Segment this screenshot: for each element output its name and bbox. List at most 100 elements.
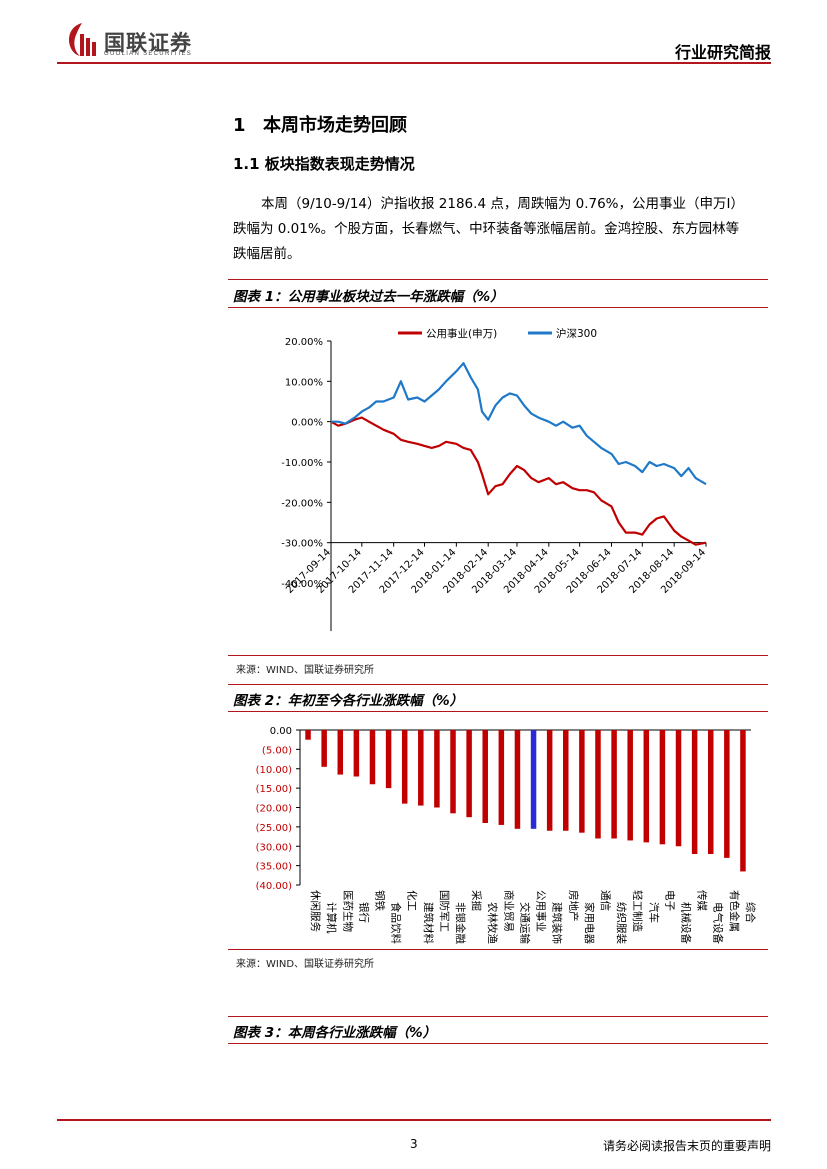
figure1-bottom-rule [228, 655, 768, 656]
y-tick-label: (5.00) [262, 745, 292, 756]
legend-label: 沪深300 [556, 327, 597, 340]
x-category-label: 银行 [357, 902, 370, 923]
x-category-label: 汽车 [647, 902, 660, 923]
legend-label: 公用事业(申万) [426, 327, 497, 340]
x-category-label: 轻工制造 [631, 890, 644, 932]
x-category-label: 钢铁 [373, 890, 386, 911]
header-divider [57, 62, 771, 64]
y-tick-label: (25.00) [256, 823, 293, 834]
bar [627, 730, 633, 841]
x-category-label: 农林牧渔 [486, 902, 499, 944]
figure1-source: 来源：WIND、国联证券研究所 [236, 665, 375, 676]
subsection-heading: 1.1 板块指数表现走势情况 [233, 155, 415, 173]
footer-disclaimer: 请务必阅读报告末页的重要声明 [602, 1139, 771, 1153]
page-number: 3 [410, 1137, 418, 1151]
figure1-title-rule [228, 307, 768, 308]
bar [530, 730, 537, 829]
y-tick-label: (10.00) [256, 765, 293, 776]
paragraph-line: 跌幅为 0.01%。个股方面，长春燃气、中环装备等涨幅居前。金鸿控股、东方园林等 [233, 221, 740, 237]
bar [498, 730, 505, 825]
body-paragraph: 本周（9/10-9/14）沪指收报 2186.4 点，周跌幅为 0.76%，公用… [233, 192, 773, 267]
bar [643, 730, 650, 843]
x-category-label: 商业贸易 [502, 890, 515, 932]
x-category-label: 食品饮料 [390, 902, 403, 944]
section-heading: 1 本周市场走势回顾 [233, 111, 407, 137]
y-tick-label: (15.00) [256, 784, 293, 795]
x-category-label: 有色金属 [728, 890, 741, 932]
x-category-label: 家用电器 [583, 902, 596, 944]
bar [401, 730, 408, 804]
x-category-label: 综合 [744, 902, 757, 923]
figure1-title: 图表 1：公用事业板块过去一年涨跌幅（%） [233, 289, 504, 305]
y-tick-label: -10.00% [281, 458, 323, 469]
bar [418, 730, 424, 806]
paragraph-line: 本周（9/10-9/14）沪指收报 2186.4 点，周跌幅为 0.76%，公用… [261, 196, 744, 212]
x-category-label: 医药生物 [341, 890, 354, 932]
bar [740, 730, 746, 872]
bar [321, 730, 327, 767]
x-category-label: 休闲服务 [309, 890, 322, 932]
logo-wordmark: 国联证券 [104, 31, 192, 55]
x-category-label: 非银金融 [454, 902, 467, 944]
bar [305, 730, 311, 740]
figure3-top-rule [228, 1016, 768, 1017]
y-tick-label: (40.00) [256, 881, 293, 892]
footer-divider [57, 1119, 771, 1121]
y-tick-label: (35.00) [256, 862, 293, 873]
bar [385, 730, 392, 789]
figure2-title: 图表 2：年初至今各行业涨跌幅（%） [233, 693, 464, 709]
y-tick-label: -40.00% [281, 579, 323, 590]
x-category-label: 交通运输 [518, 902, 531, 944]
figure1-top-rule [228, 279, 768, 280]
x-category-label: 房地产 [567, 890, 580, 922]
section-number: 1 [233, 115, 246, 136]
logo-subtitle: GUOLIAN SECURITIES [104, 51, 193, 57]
figure3-title-rule [228, 1043, 768, 1044]
x-category-label: 建筑装饰 [551, 902, 564, 944]
bar [724, 730, 730, 858]
bar [482, 730, 488, 823]
y-tick-label: (20.00) [256, 804, 293, 815]
x-category-label: 采掘 [470, 890, 483, 911]
report-type: 行业研究简报 [674, 43, 771, 62]
paragraph-line: 跌幅居前。 [233, 246, 301, 262]
y-tick-label: 10.00% [285, 377, 323, 388]
x-category-label: 电子 [663, 890, 676, 911]
bar [434, 730, 440, 808]
x-category-label: 建筑材料 [422, 902, 435, 944]
x-category-label: 电气设备 [712, 902, 725, 944]
x-category-label: 通信 [599, 890, 611, 911]
bar [514, 730, 521, 829]
series-line [330, 416, 707, 546]
bar [353, 730, 360, 777]
figure2-bar-chart: 0.00 (5.00) (10.00) (15.00) (20.00) (25.00) (3… [256, 726, 757, 944]
bar [546, 730, 553, 831]
bar [337, 730, 344, 775]
figure2-source: 来源：WIND、国联证券研究所 [236, 959, 375, 970]
bar [369, 730, 376, 785]
bar [675, 730, 682, 847]
y-tick-label: -20.00% [281, 498, 323, 509]
bar [691, 730, 698, 854]
y-tick-label: 0.00% [291, 418, 323, 429]
bar [450, 730, 456, 814]
y-tick-label: 0.00 [270, 726, 292, 737]
figure3-title: 图表 3：本周各行业涨跌幅（%） [233, 1025, 437, 1041]
x-category-label: 公用事业 [535, 890, 548, 932]
x-category-label: 纺织服装 [615, 902, 628, 944]
figure2-top-rule [228, 684, 768, 685]
figure2-title-rule [228, 711, 768, 712]
bar [579, 730, 585, 833]
figure1-line-chart: 20.00% 10.00% 0.00% -10.00% -20.00% -30.00% -4… [281, 327, 708, 631]
series-line [331, 362, 707, 486]
x-category-label: 国防军工 [438, 890, 451, 932]
x-category-label: 传媒 [696, 890, 709, 911]
bar [466, 730, 472, 818]
bar [659, 730, 666, 845]
x-category-label: 化工 [406, 890, 419, 911]
bar [707, 730, 714, 854]
y-tick-label: -30.00% [281, 539, 323, 550]
x-category-label: 计算机 [325, 902, 338, 934]
section-title: 本周市场走势回顾 [263, 115, 407, 136]
logo-icon [69, 23, 96, 56]
